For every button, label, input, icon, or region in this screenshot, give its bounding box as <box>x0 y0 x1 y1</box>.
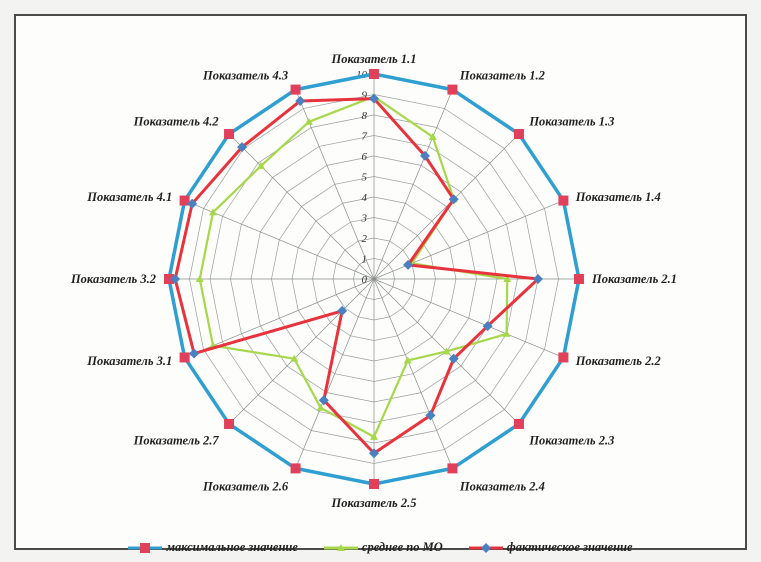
series-3-point-16 <box>295 95 306 106</box>
category-label-11: Показатель 2.7 <box>133 433 220 447</box>
spoke-14 <box>184 200 375 280</box>
category-label-2: Показатель 1.2 <box>459 68 545 82</box>
series-1-point-6 <box>558 352 569 363</box>
series-2-point-2 <box>428 132 437 140</box>
series-2-point-8 <box>403 356 412 364</box>
series-2-point-7 <box>442 347 451 355</box>
tick-label-0: 0 <box>362 274 368 286</box>
category-labels: Показатель 1.1 Показатель 1.2 Показатель 1… <box>70 52 677 510</box>
series-2-point-5 <box>503 275 512 282</box>
series-1-point-4 <box>558 195 569 206</box>
tick-label-2: 2 <box>362 233 368 245</box>
chart-frame: 0 1 2 3 4 5 6 7 8 9 10 Показатель 1.1 Показатель 1.… <box>14 14 747 554</box>
category-label-16: Показатель 4.3 <box>202 68 288 82</box>
category-label-7: Показатель 2.3 <box>528 433 614 447</box>
series-1-point-1 <box>369 69 379 79</box>
spoke-2 <box>373 89 453 280</box>
category-label-13: Показатель 3.2 <box>70 272 156 286</box>
series-2-point-10 <box>316 403 325 411</box>
tick-label-6: 6 <box>362 151 368 163</box>
spoke-11 <box>228 278 375 425</box>
series-3-point-13 <box>170 274 181 284</box>
radar-series <box>164 69 584 489</box>
series-1-point-13 <box>164 274 174 284</box>
category-label-15: Показатель 4.2 <box>133 115 219 129</box>
tick-label-9: 9 <box>362 90 368 102</box>
series-2-point-11 <box>290 354 299 362</box>
legend-label-2: среднее по МО <box>361 540 443 554</box>
spoke-8 <box>373 278 453 469</box>
legend: максимальное значение среднее по МО фактич… <box>16 540 745 555</box>
spoke-10 <box>295 278 375 469</box>
category-label-12: Показатель 3.1 <box>86 354 172 368</box>
category-label-6: Показатель 2.2 <box>575 354 661 368</box>
category-label-9: Показатель 2.5 <box>330 496 416 510</box>
radar-grid <box>168 73 580 485</box>
legend-swatch-3 <box>468 542 503 553</box>
series-1-point-14 <box>179 195 190 206</box>
series-3-point-8 <box>425 410 436 421</box>
category-label-10: Показатель 2.6 <box>202 480 289 494</box>
series-1-point-11 <box>224 418 235 429</box>
series-2-point-16 <box>304 117 313 125</box>
legend-swatch-2 <box>323 543 358 551</box>
series-3-point-12 <box>189 348 200 359</box>
series-1-point-7 <box>513 418 524 429</box>
legend-swatch-1 <box>128 542 163 553</box>
series-1-point-9 <box>369 479 379 489</box>
series-3-point-1 <box>369 93 379 104</box>
tick-label-8: 8 <box>362 110 368 122</box>
series-3-point-9 <box>369 448 379 459</box>
tick-label-3: 3 <box>361 213 368 225</box>
series-1-point-8 <box>447 463 458 474</box>
series-1-point-3 <box>513 129 524 140</box>
series-1 <box>164 69 584 489</box>
category-label-5: Показатель 2.1 <box>591 272 677 286</box>
tick-label-1: 1 <box>362 254 368 266</box>
tick-label-5: 5 <box>362 172 368 184</box>
spoke-15 <box>228 133 375 280</box>
tick-label-7: 7 <box>362 131 368 143</box>
category-label-8: Показатель 2.4 <box>459 480 545 494</box>
series-2-point-15 <box>256 161 265 169</box>
series-3-point-14 <box>187 198 198 209</box>
legend-item-1: максимальное значение <box>128 540 298 555</box>
legend-label-1: максимальное значение <box>166 540 298 554</box>
series-2-point-14 <box>209 208 218 216</box>
spoke-6 <box>373 278 564 358</box>
series-3-point-6 <box>482 321 493 332</box>
spoke-4 <box>373 200 564 280</box>
series-1-point-2 <box>447 84 458 95</box>
category-label-1: Показатель 1.1 <box>330 52 416 66</box>
legend-item-3: фактическое значение <box>468 540 633 555</box>
series-3-point-2 <box>419 150 430 161</box>
series-1-point-5 <box>574 274 584 284</box>
spoke-12 <box>184 278 375 358</box>
series-3-point-7 <box>448 353 459 364</box>
series-2-point-13 <box>195 275 204 282</box>
series-3-point-4 <box>403 259 414 270</box>
series-3-point-3 <box>448 194 459 205</box>
series-2-point-6 <box>502 329 511 337</box>
series-1-point-16 <box>290 84 301 95</box>
legend-item-2: среднее по МО <box>323 540 443 555</box>
legend-label-3: фактическое значение <box>506 540 633 554</box>
tick-label-4: 4 <box>362 192 368 204</box>
series-2-point-9 <box>370 432 378 440</box>
spoke-3 <box>373 133 520 280</box>
series-1-point-12 <box>179 352 190 363</box>
series-3-point-5 <box>533 274 543 284</box>
series-1-point-10 <box>290 463 301 474</box>
series-1-point-15 <box>224 129 235 140</box>
series-3 <box>170 93 543 459</box>
category-label-3: Показатель 1.3 <box>528 115 614 129</box>
series-3-point-15 <box>237 142 248 153</box>
series-3-point-11 <box>337 305 348 316</box>
series-3-point-10 <box>318 395 329 406</box>
category-label-4: Показатель 1.4 <box>575 190 661 204</box>
category-label-14: Показатель 4.1 <box>86 190 172 204</box>
